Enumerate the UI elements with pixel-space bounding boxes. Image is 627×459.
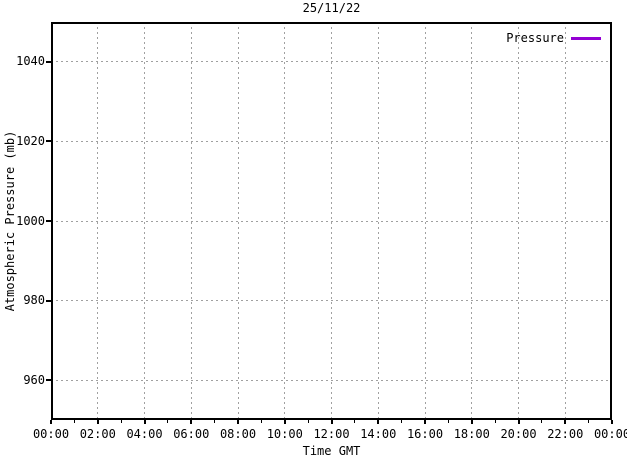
y-tick-label: 960 [23, 372, 45, 387]
x-tick-label: 02:00 [79, 427, 116, 441]
y-major-tick [46, 140, 51, 143]
x-tick-label: 16:00 [406, 427, 444, 441]
x-tick-label: 12:00 [313, 427, 350, 441]
plot-area: Pressure [51, 22, 612, 420]
x-major-tick [50, 420, 52, 424]
x-axis-title: Time GMT [302, 444, 361, 458]
x-major-tick [517, 420, 520, 424]
x-tick-label: 20:00 [500, 427, 537, 441]
grid-line-horizontal [51, 300, 612, 302]
x-major-tick [283, 420, 286, 424]
grid-line-horizontal [51, 140, 612, 142]
y-major-tick [46, 379, 51, 382]
x-minor-tick [167, 420, 169, 423]
x-tick-label: 04:00 [126, 427, 163, 441]
grid-line-horizontal [51, 379, 612, 381]
chart-title: 25/11/22 [302, 1, 361, 15]
y-major-tick [46, 299, 51, 302]
x-minor-tick [447, 420, 449, 423]
x-tick-label: 08:00 [219, 427, 257, 441]
x-minor-tick [541, 420, 543, 423]
x-minor-tick [307, 420, 309, 423]
x-major-tick [190, 420, 193, 424]
x-minor-tick [120, 420, 122, 423]
y-tick-label: 980 [23, 293, 45, 308]
x-tick-label: 10:00 [266, 427, 303, 441]
x-major-tick [377, 420, 380, 424]
x-major-tick [564, 420, 567, 424]
x-major-tick [424, 420, 426, 424]
y-tick-label: 1000 [16, 213, 45, 228]
x-tick-label: 06:00 [173, 427, 210, 441]
legend: Pressure [506, 31, 601, 45]
legend-line-sample [571, 36, 601, 40]
x-major-tick [237, 420, 239, 424]
x-minor-tick [494, 420, 496, 423]
x-minor-tick [401, 420, 403, 423]
x-tick-label: 22:00 [547, 427, 584, 441]
x-major-tick [611, 420, 613, 424]
x-major-tick [143, 420, 146, 424]
x-minor-tick [73, 420, 75, 423]
x-tick-label: 18:00 [453, 427, 490, 441]
x-major-tick [96, 420, 99, 424]
legend-label-pressure: Pressure [506, 31, 564, 45]
x-minor-tick [588, 420, 590, 423]
x-minor-tick [214, 420, 216, 423]
x-major-tick [330, 420, 333, 424]
y-tick-label: 1040 [16, 54, 45, 69]
x-tick-label: 00:00 [32, 427, 70, 441]
x-major-tick [470, 420, 473, 424]
x-tick-label: 14:00 [360, 427, 397, 441]
y-major-tick [46, 220, 51, 222]
x-minor-tick [354, 420, 356, 423]
y-major-tick [46, 60, 51, 63]
y-tick-label: 1020 [16, 133, 45, 148]
grid-line-horizontal [51, 61, 612, 63]
x-minor-tick [260, 420, 262, 423]
x-tick-label: 00:00 [593, 427, 627, 441]
grid-line-horizontal [51, 220, 612, 222]
